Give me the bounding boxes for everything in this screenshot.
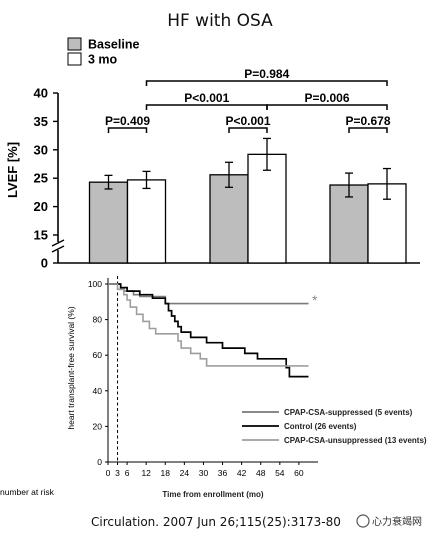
bar-legend: Baseline 3 mo [67, 37, 139, 67]
survival-curve [108, 283, 309, 378]
survival-x-tick-label: 0 [106, 468, 111, 478]
number-at-risk-label: number at risk [0, 487, 55, 497]
significance-asterisk: * [312, 292, 318, 308]
axis-break-mark [51, 239, 65, 253]
survival-x-tick-label: 36 [218, 468, 228, 478]
survival-x-tick-label: 6 [125, 468, 130, 478]
figure-title: HF with OSA [167, 11, 273, 31]
significance-bracket [266, 104, 388, 110]
bar-y-tick-label: 20 [34, 199, 48, 214]
survival-x-tick-label: 54 [275, 468, 285, 478]
bar-y-axis-label: LVEF [%] [5, 142, 20, 198]
p-value-label: P=0.409 [105, 114, 150, 128]
survival-y-tick-label: 60 [93, 350, 103, 360]
survival-x-tick-label: 18 [161, 468, 171, 478]
bar-y-ticks: 15 20 25 30 35 40 0 [34, 86, 58, 271]
legend-swatch-3mo [67, 52, 82, 66]
p-value-label: P=0.984 [244, 67, 289, 81]
survival-x-tick-label: 48 [256, 468, 266, 478]
survival-y-tick-label: 100 [88, 279, 102, 289]
survival-curve [108, 283, 309, 367]
p-value-label: P<0.001 [184, 91, 229, 105]
watermark-logo-icon [356, 514, 370, 528]
survival-x-tick-label: 30 [199, 468, 209, 478]
bar-y-tick-label: 15 [34, 228, 48, 243]
p-value-label: P=0.678 [345, 114, 390, 128]
legend-label-unsuppressed: CPAP-CSA-unsuppressed (13 events) [284, 436, 427, 445]
bar [126, 179, 167, 264]
significance-bracket [107, 127, 148, 133]
survival-x-tick-label: 3 [115, 468, 120, 478]
significance-bracket [145, 80, 388, 86]
legend-label-control: Control (26 events) [284, 422, 357, 431]
survival-x-tick-label: 42 [237, 468, 247, 478]
p-value-label: P<0.001 [225, 114, 270, 128]
significance-bracket [145, 104, 268, 110]
bar-y-tick-label: 30 [34, 142, 48, 157]
significance-brackets: P=0.409 P<0.001 P=0.678 P<0.001 P=0.006 P=0.9… [105, 67, 391, 133]
legend-label-suppressed: CPAP-CSA-suppressed (5 events) [284, 408, 413, 417]
bar [209, 174, 249, 264]
bar-y-tick-label: 35 [34, 114, 48, 129]
bar-marks [88, 137, 407, 264]
p-value-label: P=0.006 [304, 91, 349, 105]
legend-label-baseline: Baseline [88, 38, 139, 52]
citation: Circulation. 2007 Jun 26;115(25):3173-80 [91, 515, 341, 529]
survival-x-tick-label: 12 [141, 468, 151, 478]
bar [247, 153, 287, 264]
survival-legend: CPAP-CSA-suppressed (5 events) Control (… [242, 408, 427, 445]
bar-y-tick-label: 25 [34, 171, 48, 186]
legend-label-3mo: 3 mo [88, 53, 118, 67]
survival-x-tick-label: 24 [180, 468, 190, 478]
legend-swatch-baseline [67, 37, 82, 51]
bar-y-tick-label: 40 [34, 86, 48, 101]
watermark-text: 心力衰竭网 [372, 515, 422, 528]
bar [88, 181, 129, 264]
survival-y-tick-label: 0 [97, 457, 102, 467]
survival-chart: heart transplant-free survival (%) 0 20 40… [0, 276, 427, 499]
bar-chart: Baseline 3 mo LVEF [%] 15 20 25 30 35 40 0 P=0… [5, 37, 420, 271]
survival-x-tick-label: 60 [294, 468, 304, 478]
bar-y-tick-label: 0 [41, 256, 48, 271]
survival-y-axis-label: heart transplant-free survival (%) [66, 306, 76, 429]
survival-x-axis-label: Time from enrollment (mo) [162, 490, 264, 499]
survival-y-tick-label: 20 [93, 421, 103, 431]
survival-curve [108, 283, 309, 305]
survival-y-tick-label: 80 [93, 315, 103, 325]
significance-bracket [348, 127, 388, 133]
watermark: 心力衰竭网 [356, 514, 422, 528]
significance-bracket [228, 127, 268, 133]
survival-curves [108, 283, 309, 378]
survival-y-tick-label: 40 [93, 386, 103, 396]
